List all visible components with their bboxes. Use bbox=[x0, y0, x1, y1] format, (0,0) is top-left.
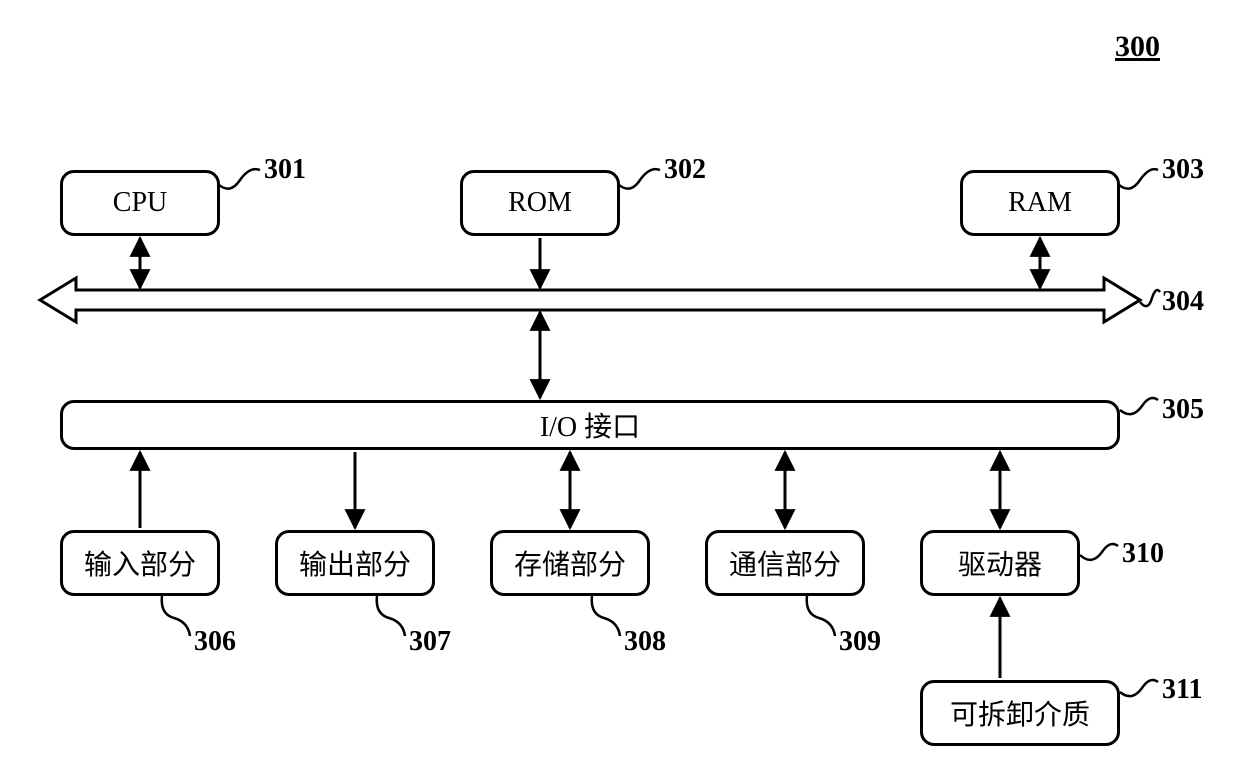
ref-303: 303 bbox=[1162, 154, 1204, 186]
cpu-label: CPU bbox=[113, 187, 167, 219]
storage-label: 存储部分 bbox=[514, 543, 626, 583]
output-label: 输出部分 bbox=[299, 543, 411, 583]
ref-311: 311 bbox=[1162, 674, 1202, 706]
cpu-block: CPU bbox=[60, 170, 220, 236]
figure-ref-title: 300 bbox=[1115, 30, 1160, 64]
input-label: 输入部分 bbox=[84, 543, 196, 583]
ref-306: 306 bbox=[194, 626, 236, 658]
io-interface-block: I/O 接口 bbox=[60, 400, 1120, 450]
rom-block: ROM bbox=[460, 170, 620, 236]
diagram-canvas: 300 CPU ROM RAM I/O 接口 输入部分 输出部分 存储部分 通信… bbox=[0, 0, 1240, 781]
ref-304: 304 bbox=[1162, 286, 1204, 318]
system-bus bbox=[40, 278, 1140, 322]
ref-308: 308 bbox=[624, 626, 666, 658]
removable-media-block: 可拆卸介质 bbox=[920, 680, 1120, 746]
storage-block: 存储部分 bbox=[490, 530, 650, 596]
ref-309: 309 bbox=[839, 626, 881, 658]
output-block: 输出部分 bbox=[275, 530, 435, 596]
ref-301: 301 bbox=[264, 154, 306, 186]
comm-label: 通信部分 bbox=[729, 543, 841, 583]
ref-305: 305 bbox=[1162, 394, 1204, 426]
removable-media-label: 可拆卸介质 bbox=[950, 693, 1090, 733]
driver-block: 驱动器 bbox=[920, 530, 1080, 596]
comm-block: 通信部分 bbox=[705, 530, 865, 596]
input-block: 输入部分 bbox=[60, 530, 220, 596]
figure-ref-title-text: 300 bbox=[1115, 30, 1160, 63]
io-interface-label: I/O 接口 bbox=[540, 405, 640, 445]
driver-label: 驱动器 bbox=[958, 543, 1042, 583]
ram-block: RAM bbox=[960, 170, 1120, 236]
rom-label: ROM bbox=[508, 187, 572, 219]
connectors-layer bbox=[0, 0, 1240, 781]
ref-302: 302 bbox=[664, 154, 706, 186]
ram-label: RAM bbox=[1008, 187, 1072, 219]
ref-307: 307 bbox=[409, 626, 451, 658]
ref-310: 310 bbox=[1122, 538, 1164, 570]
